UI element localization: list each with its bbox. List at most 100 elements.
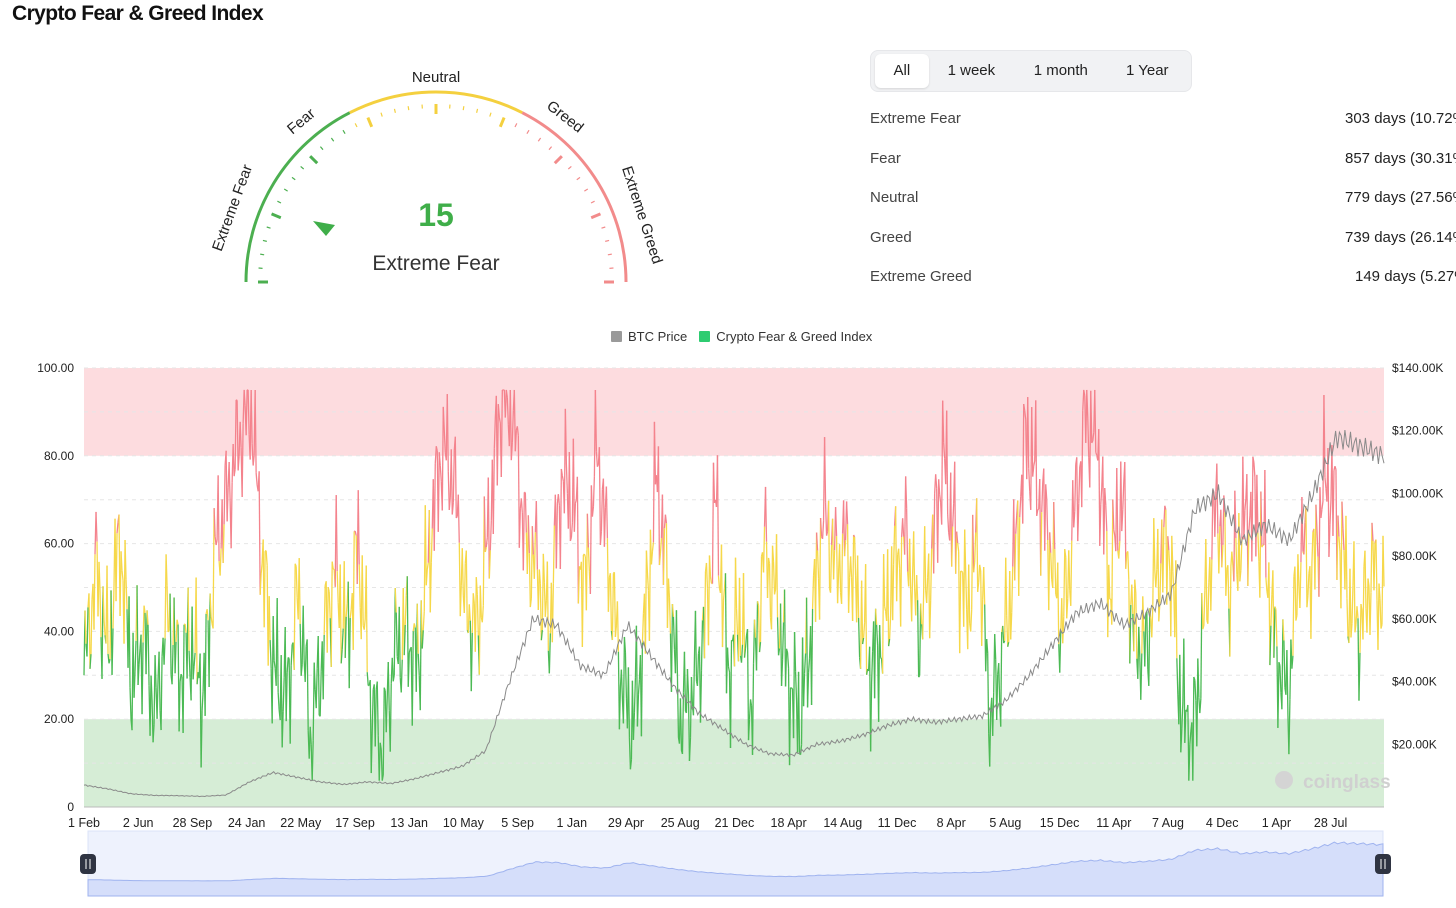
index-segment (546, 561, 550, 651)
slider-handle-right[interactable] (1375, 854, 1391, 874)
index-segment (726, 647, 730, 667)
index-segment (210, 616, 213, 624)
index-segment (331, 561, 334, 570)
index-segment (223, 465, 226, 525)
index-segment (1342, 528, 1345, 551)
index-segment (219, 548, 222, 576)
index-segment (751, 663, 755, 755)
index-segment (1181, 702, 1184, 729)
x-tick-label: 22 May (280, 816, 322, 830)
index-segment (784, 648, 788, 687)
gauge-segment-label: Fear (284, 105, 319, 138)
index-segment (1022, 404, 1025, 524)
gauge-segment-label: Extreme Fear (209, 162, 256, 253)
index-segment (1231, 551, 1234, 566)
index-segment (1256, 474, 1259, 533)
index-segment (1207, 582, 1210, 624)
index-segment (869, 682, 873, 752)
index-segment (544, 600, 548, 617)
gauge-tick (342, 129, 346, 134)
index-segment (1000, 631, 1003, 727)
index-segment (1279, 665, 1282, 693)
tab-1-week[interactable]: 1 week (947, 62, 996, 79)
index-segment (878, 625, 882, 658)
index-segment (842, 500, 846, 557)
index-segment (245, 389, 248, 436)
x-tick-label: 17 Sep (335, 816, 375, 830)
index-segment (880, 657, 883, 660)
x-tick-label: 14 Aug (823, 816, 862, 830)
index-segment (592, 476, 596, 507)
index-segment (488, 550, 491, 579)
index-segment (1382, 535, 1385, 587)
index-segment (313, 662, 316, 690)
index-segment (457, 494, 460, 543)
index-segment (1002, 625, 1005, 644)
index-segment (476, 594, 479, 636)
index-segment (282, 677, 285, 712)
index-segment (1166, 536, 1169, 605)
index-segment (1194, 680, 1197, 701)
index-segment (354, 530, 357, 536)
index-segment (596, 464, 599, 467)
index-segment (378, 742, 381, 781)
legend-label: BTC Price (628, 329, 688, 344)
index-segment (489, 520, 492, 551)
index-segment (589, 485, 593, 595)
index-segment (129, 687, 132, 720)
index-segment (111, 628, 114, 675)
index-segment (89, 654, 92, 669)
index-segment (1018, 517, 1021, 596)
index-segment (853, 536, 857, 576)
series-btc-price (83, 430, 1385, 798)
index-segment (1163, 505, 1166, 528)
index-segment (1040, 512, 1043, 576)
gauge-tick (366, 116, 374, 128)
gauge-classification: Extreme Fear (372, 252, 499, 275)
index-segment (376, 681, 379, 736)
index-segment (95, 511, 98, 542)
index-segment (1108, 564, 1111, 600)
index-segment (416, 603, 419, 654)
index-segment (679, 698, 683, 751)
index-segment (735, 608, 739, 635)
legend-item-fear-greed-index[interactable]: Crypto Fear & Greed Index (699, 329, 872, 344)
index-segment (1277, 662, 1280, 728)
index-segment (1366, 578, 1369, 633)
index-segment (1341, 501, 1344, 529)
gauge-tick (584, 188, 589, 192)
index-segment (605, 486, 609, 539)
tab-all[interactable]: All (875, 54, 929, 88)
index-segment (1316, 529, 1319, 557)
index-segment (611, 573, 615, 641)
slider-handle-left[interactable] (80, 854, 96, 874)
index-segment (974, 532, 977, 563)
index-segment (349, 609, 352, 619)
tab-1-year[interactable]: 1 Year (1125, 62, 1169, 79)
index-segment (694, 610, 698, 682)
index-segment (768, 563, 772, 618)
index-segment (1337, 515, 1340, 537)
index-segment (323, 585, 326, 635)
index-segment (437, 452, 440, 532)
index-segment (128, 596, 131, 688)
index-segment (339, 564, 342, 664)
index-segment (311, 740, 314, 781)
index-segment (1362, 566, 1365, 640)
tab-1-month[interactable]: 1 month (1033, 62, 1088, 79)
index-segment (1334, 465, 1337, 470)
legend-item-btc-price[interactable]: BTC Price (611, 329, 687, 344)
y-right-tick-label: $20.00K (1392, 737, 1437, 751)
index-segment (925, 577, 929, 604)
index-segment (717, 575, 721, 589)
index-segment (1059, 631, 1062, 673)
time-range-slider[interactable] (0, 826, 1456, 904)
index-segment (1134, 579, 1137, 594)
index-segment (814, 532, 818, 622)
index-segment (379, 742, 382, 750)
index-segment (175, 619, 178, 642)
index-segment (1070, 540, 1073, 606)
stat-label: Extreme Greed (870, 268, 972, 286)
index-segment (779, 603, 783, 686)
